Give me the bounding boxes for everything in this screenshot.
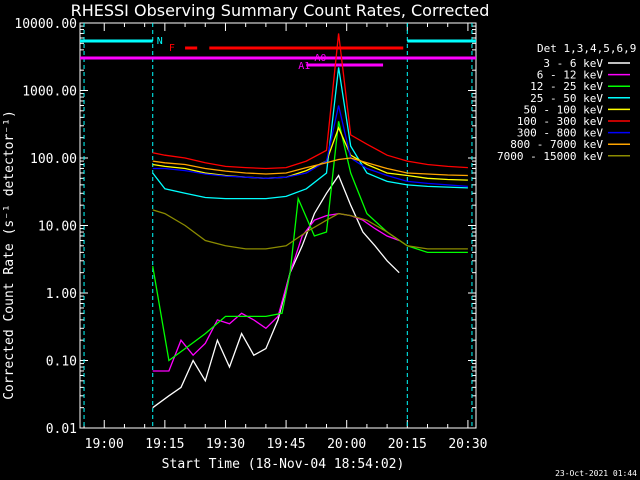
legend-entry: 7000 - 15000 keV [497, 150, 603, 163]
chart-title: RHESSI Observing Summary Count Rates, Co… [71, 1, 490, 20]
y-tick-label: 10000.00 [14, 17, 77, 32]
y-tick-label: 100.00 [30, 152, 77, 167]
series-line [152, 174, 400, 409]
x-tick-label: 19:30 [206, 437, 245, 452]
x-tick-label: 20:00 [327, 437, 366, 452]
x-axis-label: Start Time (18-Nov-04 18:54:02) [162, 457, 405, 472]
y-tick-label: 0.01 [46, 422, 77, 437]
series-line [152, 33, 468, 170]
legend-entry: 800 - 7000 keV [510, 138, 603, 151]
series-line [152, 126, 468, 181]
footer-date: 23-Oct-2021 01:44 [555, 469, 637, 478]
x-tick-label: 19:45 [267, 437, 306, 452]
series-line [152, 212, 400, 372]
y-tick-label: 1000.00 [22, 85, 77, 100]
flag-label: N [157, 36, 163, 47]
series-line [152, 67, 468, 200]
x-tick-label: 20:30 [448, 437, 487, 452]
legend-entry: 3 - 6 keV [543, 57, 603, 70]
legend-entry: 25 - 50 keV [530, 92, 603, 105]
legend-entry: 300 - 800 keV [517, 127, 603, 140]
series-line [152, 105, 468, 188]
series-line [152, 157, 468, 177]
y-tick-label: 1.00 [46, 287, 77, 302]
y-tick-label: 10.00 [38, 220, 77, 235]
y-axis-label: Corrected Count Rate (s⁻¹ detector⁻¹) [2, 110, 17, 400]
flag-label: A1 [298, 61, 310, 72]
series-line [152, 121, 468, 362]
legend-title: Det 1,3,4,5,6,9 [537, 42, 636, 55]
legend-entry: 100 - 300 keV [517, 115, 603, 128]
x-tick-label: 19:15 [145, 437, 184, 452]
legend-entry: 50 - 100 keV [524, 103, 604, 116]
legend-entry: 12 - 25 keV [530, 80, 603, 93]
plot-frame [79, 22, 477, 429]
series-line [152, 209, 468, 250]
legend-entry: 6 - 12 keV [537, 69, 604, 82]
y-tick-label: 0.10 [46, 355, 77, 370]
flag-label: A0 [314, 53, 326, 64]
x-tick-label: 20:15 [388, 437, 427, 452]
x-tick-label: 19:00 [85, 437, 124, 452]
flag-label: F [169, 43, 175, 54]
